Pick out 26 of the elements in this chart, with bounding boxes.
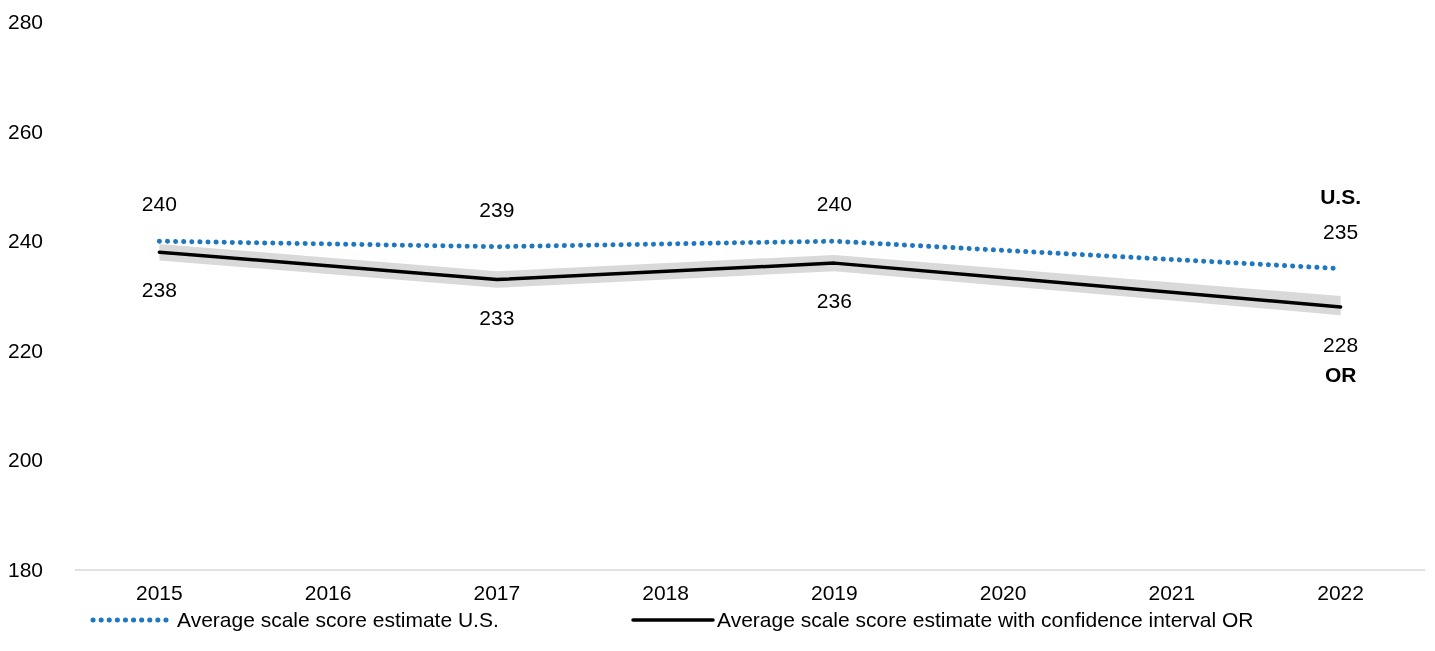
y-tick-label: 240 <box>8 229 44 253</box>
y-tick-label: 280 <box>8 10 44 33</box>
data-label: 240 <box>816 192 852 216</box>
legend-label: Average scale score estimate U.S. <box>177 608 499 631</box>
y-tick-label: 200 <box>8 448 44 472</box>
data-label: 240 <box>141 192 177 216</box>
x-tick-label: 2018 <box>642 581 689 604</box>
annotation: OR <box>1324 362 1357 386</box>
x-tick-label: 2021 <box>1148 581 1196 604</box>
data-label: 235 <box>1323 219 1359 243</box>
x-tick-label: 2016 <box>304 581 352 604</box>
x-tick-label: 2020 <box>979 581 1027 604</box>
x-tick-label: 2019 <box>811 581 858 604</box>
x-tick-label: 2022 <box>1317 581 1364 604</box>
y-tick-label: 260 <box>8 119 44 143</box>
data-label: 239 <box>479 197 515 221</box>
y-tick-label: 220 <box>8 338 44 362</box>
x-tick-label: 2017 <box>473 581 521 604</box>
data-label: 228 <box>1323 332 1359 356</box>
data-label: 236 <box>816 289 852 313</box>
y-tick-label: 180 <box>8 558 44 581</box>
data-label: 238 <box>141 278 177 302</box>
annotation: U.S. <box>1320 184 1362 208</box>
x-tick-label: 2015 <box>136 581 183 604</box>
data-label: 233 <box>479 305 515 329</box>
legend-label: Average scale score estimate with confidence interval OR <box>717 608 1254 631</box>
